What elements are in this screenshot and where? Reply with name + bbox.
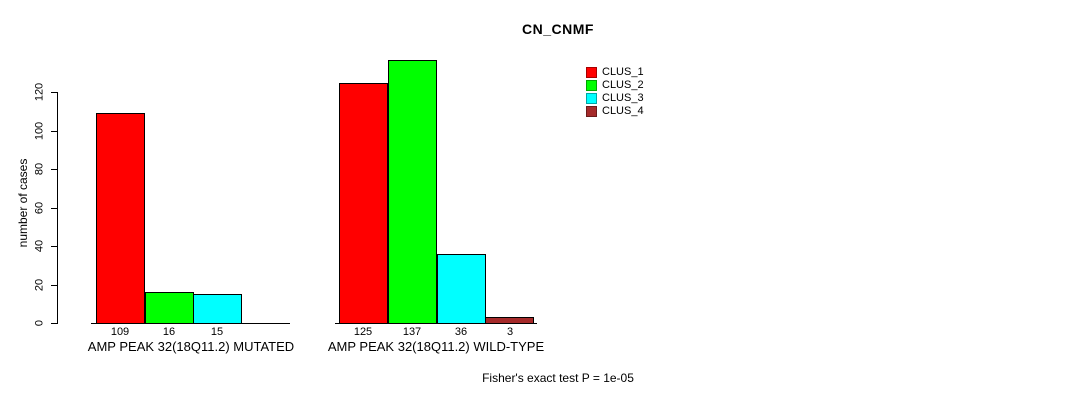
bar-clus_3-group2	[437, 254, 486, 324]
bar-value-label: 16	[162, 326, 176, 338]
category-label: AMP PEAK 32(18Q11.2) MUTATED	[87, 339, 295, 354]
legend-row-clus_1: CLUS_1	[586, 66, 706, 79]
legend: CLUS_1 CLUS_2 CLUS_3 CLUS_4	[586, 66, 706, 118]
legend-swatch-clus_3	[586, 93, 597, 104]
y-axis-line	[57, 92, 58, 324]
y-tick-label: 60	[33, 201, 46, 215]
bar-clus_4-group2	[485, 317, 534, 324]
chart-title: CN_CNMF	[522, 21, 594, 37]
legend-label: CLUS_4	[602, 105, 644, 117]
y-tick	[51, 246, 57, 247]
y-tick	[51, 92, 57, 93]
bar-value-label: 3	[506, 326, 514, 338]
y-tick-label: 100	[33, 121, 46, 141]
bar-clus_3-group1	[193, 294, 242, 324]
y-tick-label: 0	[33, 319, 46, 327]
y-tick	[51, 169, 57, 170]
legend-swatch-clus_4	[586, 106, 597, 117]
legend-label: CLUS_3	[602, 92, 644, 104]
legend-row-clus_2: CLUS_2	[586, 79, 706, 92]
bar-clus_2-group1	[145, 292, 194, 324]
y-tick	[51, 323, 57, 324]
bar-clus_1-group1	[96, 113, 145, 324]
y-tick-label: 80	[33, 162, 46, 176]
fisher-test-annotation: Fisher's exact test P = 1e-05	[482, 371, 634, 385]
legend-row-clus_4: CLUS_4	[586, 105, 706, 118]
y-tick	[51, 131, 57, 132]
bar-value-label: 137	[402, 326, 422, 338]
y-axis-label: number of cases	[16, 158, 30, 248]
y-tick	[51, 208, 57, 209]
legend-row-clus_3: CLUS_3	[586, 92, 706, 105]
bar-clus_2-group2	[388, 60, 437, 324]
legend-label: CLUS_1	[602, 66, 644, 78]
bar-clus_1-group2	[339, 83, 388, 324]
legend-swatch-clus_2	[586, 80, 597, 91]
bar-value-label: 15	[210, 326, 224, 338]
y-tick	[51, 285, 57, 286]
y-tick-label: 120	[33, 82, 46, 102]
y-tick-label: 20	[33, 278, 46, 292]
y-tick-label: 40	[33, 239, 46, 253]
legend-swatch-clus_1	[586, 67, 597, 78]
bar-value-label: 36	[454, 326, 468, 338]
bar-value-label: 109	[110, 326, 130, 338]
bar-value-label: 125	[353, 326, 373, 338]
category-label: AMP PEAK 32(18Q11.2) WILD-TYPE	[327, 339, 545, 354]
legend-label: CLUS_2	[602, 79, 644, 91]
